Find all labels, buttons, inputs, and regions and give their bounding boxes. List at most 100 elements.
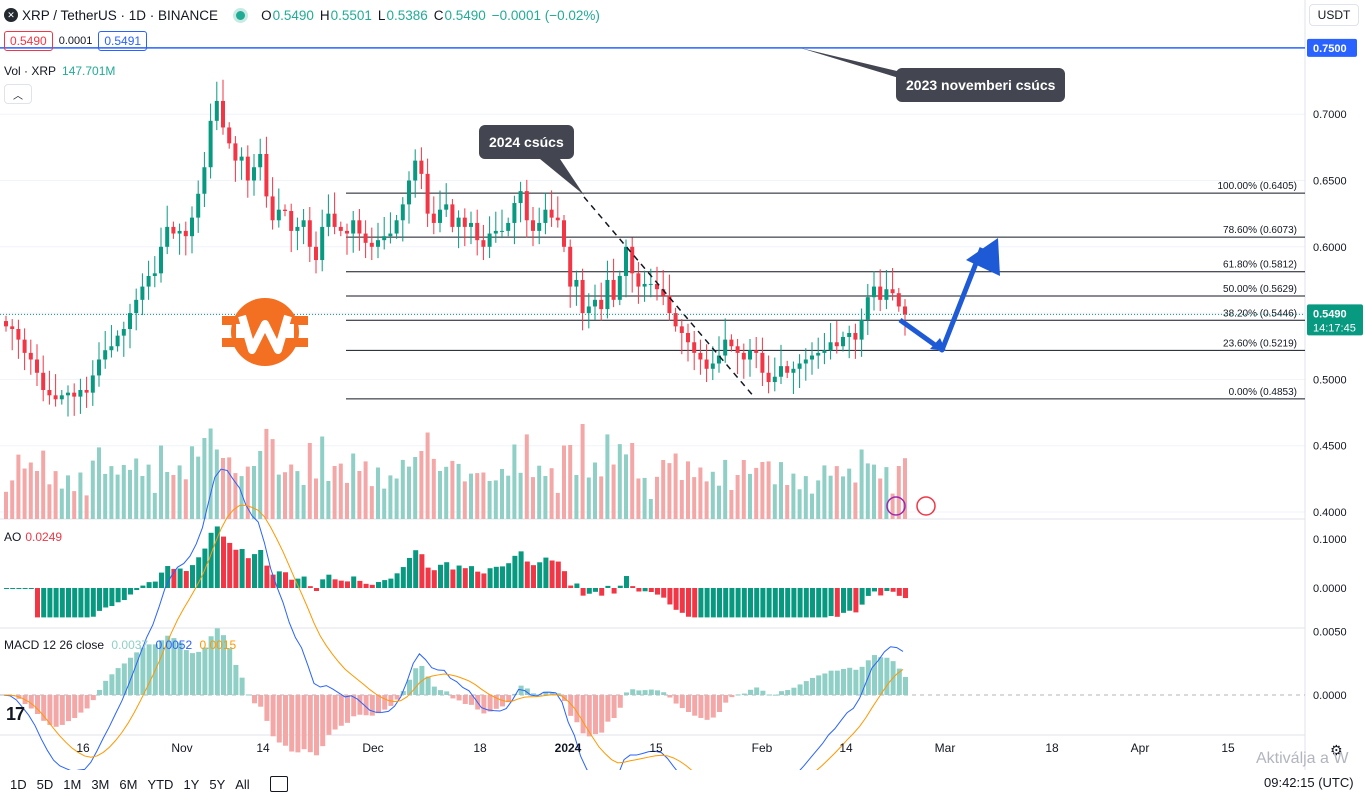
settings-icon[interactable]: ⚙ <box>1330 742 1343 758</box>
ao-bar <box>549 560 555 588</box>
macd-hist-bar <box>345 695 350 723</box>
callout-2024-high[interactable]: 2024 csúcs <box>479 125 574 159</box>
candle-body <box>115 335 120 347</box>
volume-bar <box>717 485 721 519</box>
volume-bar <box>78 472 83 519</box>
buy-button[interactable]: 0.5491 <box>98 31 148 51</box>
volume-bar <box>357 471 362 519</box>
range-1d[interactable]: 1D <box>10 776 27 792</box>
price-tick-label: 0.7000 <box>1313 109 1347 121</box>
price-tick-label: 0.5000 <box>1313 374 1347 386</box>
volume-bar <box>233 473 238 519</box>
ao-bar <box>810 588 815 618</box>
volume-bar <box>109 466 114 519</box>
range-1m[interactable]: 1M <box>63 776 82 792</box>
ao-bar <box>847 588 853 611</box>
volume-bar <box>841 476 845 519</box>
candle-body <box>233 143 238 161</box>
volume-bar <box>59 488 64 519</box>
macd-hist-bar <box>295 695 301 753</box>
chevron-up-icon: ︿ <box>13 90 23 102</box>
volume-bar <box>438 471 442 519</box>
volume-bar <box>524 434 529 519</box>
range-1y[interactable]: 1Y <box>183 776 200 792</box>
range-6m[interactable]: 6M <box>119 776 138 792</box>
macd-hist-bar <box>41 695 47 721</box>
symbol-title[interactable]: XRP / TetherUS · 1D · BINANCE <box>22 7 219 23</box>
macd-hist-bar <box>816 675 822 695</box>
macd-hist-bar <box>400 691 406 695</box>
currency-button[interactable]: USDT <box>1309 4 1359 26</box>
volume-bar <box>760 462 765 519</box>
macd-hist-bar <box>679 695 685 709</box>
candle-body <box>444 204 449 210</box>
ao-bar <box>710 588 716 618</box>
ao-bar <box>4 588 9 589</box>
candle-body <box>481 240 486 247</box>
macd-hist-bar <box>301 695 307 750</box>
candle-body <box>450 204 455 227</box>
candle-body <box>10 326 15 330</box>
volume-bar <box>543 476 548 519</box>
collapse-legend-button[interactable]: ︿ <box>4 84 32 104</box>
sell-button[interactable]: 0.5490 <box>4 31 53 51</box>
volume-bar <box>462 481 467 519</box>
volume-bar <box>444 466 449 519</box>
market-status-icon[interactable] <box>236 10 246 20</box>
macd-hist-bar <box>593 695 598 735</box>
clock-display[interactable]: 09:42:15 (UTC) <box>1264 775 1354 790</box>
candle-body <box>531 220 535 231</box>
calendar-icon[interactable] <box>269 776 288 792</box>
range-3m[interactable]: 3M <box>91 776 110 792</box>
range-5y[interactable]: 5Y <box>209 776 226 792</box>
chart-canvas[interactable]: 100.00% (0.6405) 78.60% (0.6073) 61.80% (0… <box>0 0 1365 770</box>
ao-bar <box>636 588 642 592</box>
volume-bar <box>351 453 356 519</box>
ao-bar <box>376 582 381 588</box>
volume-bar <box>16 454 21 519</box>
candle-body <box>196 193 201 218</box>
flash-event-icon <box>886 496 906 516</box>
ao-bar <box>78 588 84 618</box>
volume-bar <box>208 428 213 519</box>
ao-bar <box>146 582 152 588</box>
spread-value: 0.0001 <box>58 35 93 47</box>
candle-body <box>568 246 573 287</box>
ao-bar <box>524 561 530 588</box>
candle-body <box>772 376 777 383</box>
macd-hist-bar <box>72 695 78 718</box>
macd-hist-bar <box>109 674 115 695</box>
volume-bar <box>10 480 15 519</box>
ao-bar <box>865 588 871 596</box>
range-all[interactable]: All <box>235 776 250 792</box>
volume-bar <box>90 460 95 519</box>
high-label: H <box>319 7 330 23</box>
ao-bar <box>320 579 326 588</box>
candle-body <box>78 390 83 397</box>
time-tick-label: 2024 <box>555 741 582 755</box>
ao-legend: AO 0.0249 <box>4 530 62 544</box>
ao-bar <box>295 578 301 588</box>
level-price-tag <box>1307 38 1357 57</box>
ao-bar <box>97 588 102 611</box>
ao-bar <box>803 588 809 618</box>
open-value: 0.5490 <box>272 7 314 23</box>
candle-body <box>72 392 77 397</box>
callout-nov-high[interactable]: 2023 novemberi csúcs <box>896 68 1066 102</box>
ao-bar <box>617 585 623 588</box>
ao-bar <box>531 565 536 588</box>
ao-bar <box>599 588 605 596</box>
volume-bar <box>4 491 8 519</box>
volume-bar <box>834 466 839 519</box>
price-tick-label: 0.6500 <box>1313 176 1347 188</box>
candle-body <box>475 222 480 241</box>
time-tick-label: Mar <box>935 741 956 755</box>
ao-bar <box>326 574 332 588</box>
range-ytd[interactable]: YTD <box>147 776 174 792</box>
candle-body <box>307 220 312 247</box>
ao-bar <box>59 588 65 618</box>
macd-hist-bar <box>332 695 338 730</box>
range-5d[interactable]: 5D <box>36 776 54 792</box>
tradingview-logo[interactable]: 17 <box>6 704 25 724</box>
time-tick-label: Apr <box>1131 741 1150 755</box>
